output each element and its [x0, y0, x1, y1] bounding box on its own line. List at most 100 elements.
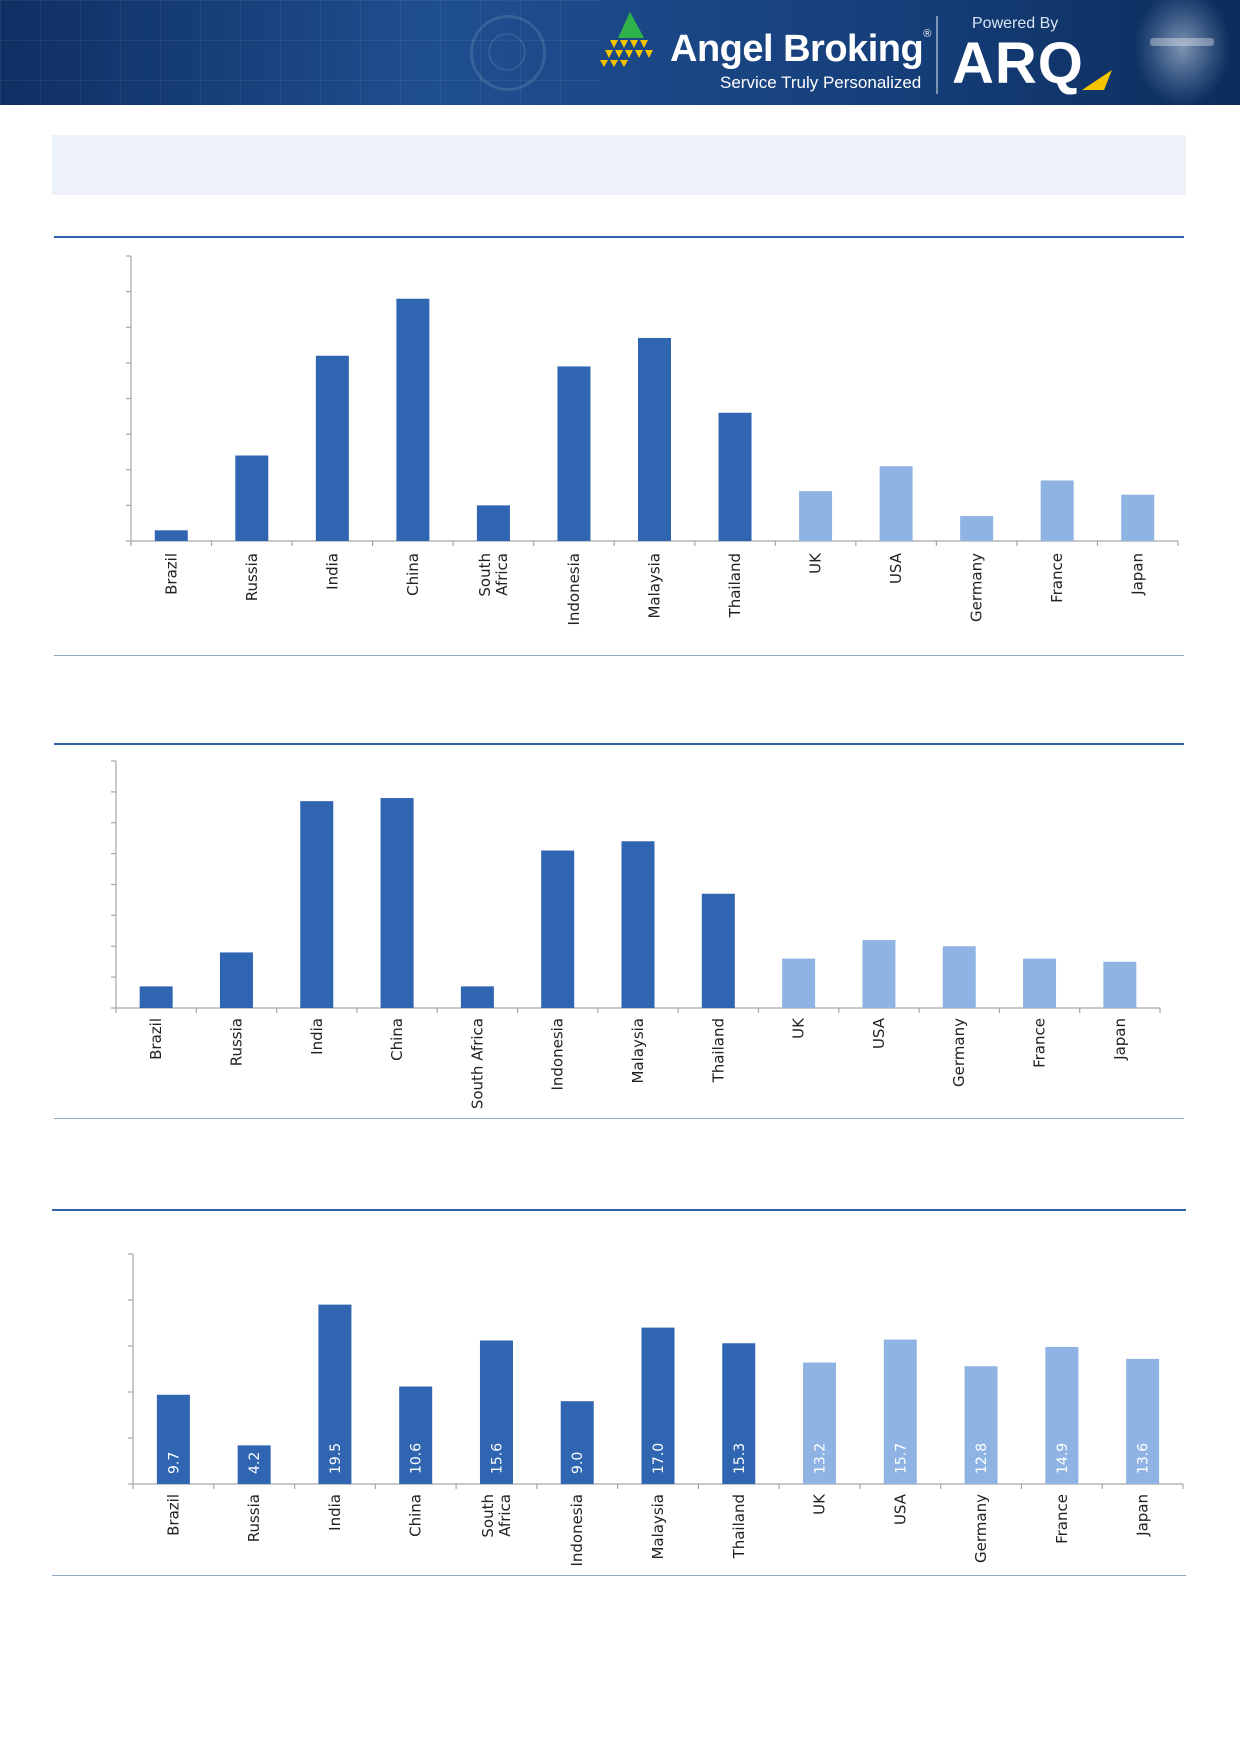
chart-2-bar-malaysia	[621, 841, 655, 1008]
chart-3-value-label: 15.3	[732, 1443, 748, 1474]
chart-3-category-label: Japan	[1134, 1494, 1152, 1537]
chart-2-category-label: India	[308, 1018, 326, 1055]
panel-1-top-rule	[54, 236, 1184, 238]
chart-3-category-label: Russia	[245, 1494, 263, 1542]
chart-3-value-label: 9.7	[166, 1452, 182, 1474]
chart-3-bar-malaysia	[641, 1327, 675, 1484]
chart-1-bar-thailand	[718, 412, 752, 541]
chart-3-value-label: 17.0	[651, 1443, 667, 1474]
header-target-decoration	[470, 15, 546, 91]
brand-name: Angel Broking®	[670, 28, 931, 70]
chart-1-bar-indonesia	[557, 366, 591, 541]
chart-2-category-label: Germany	[950, 1018, 968, 1087]
header-banner: Angel Broking® Service Truly Personalize…	[0, 0, 1240, 105]
chart-1-category-label: UK	[807, 552, 825, 574]
chart-3-category-label: India	[326, 1494, 344, 1531]
chart-1-bar-usa	[879, 466, 913, 541]
panel-2-bottom-rule	[54, 1118, 1184, 1119]
chart-2-bar-germany	[942, 946, 976, 1008]
panel-2-top-rule	[54, 743, 1184, 745]
chart-2-bar-france	[1023, 958, 1057, 1008]
arq-arrow-icon	[1082, 70, 1112, 90]
chart-2-bar-indonesia	[541, 850, 575, 1008]
chart-3-value-label: 13.2	[813, 1443, 829, 1474]
chart-3-value-label: 9.0	[570, 1452, 586, 1474]
chart-3-bar-china	[399, 1386, 433, 1484]
chart-2-bar-uk	[782, 958, 816, 1008]
chart-3-bar-thailand	[722, 1343, 756, 1484]
chart-3-category-label: Indonesia	[568, 1494, 586, 1567]
chart-1-category-label: Indonesia	[565, 553, 583, 626]
chart-1-bar-malaysia	[638, 337, 671, 541]
panel-3-bottom-rule	[52, 1575, 1186, 1576]
chart-2-bar-brazil	[139, 986, 173, 1008]
chart-3-category-label: Malaysia	[649, 1494, 667, 1560]
chart-3-bar-uk	[803, 1362, 837, 1484]
title-band	[52, 135, 1186, 195]
chart-3-category-label: Brazil	[164, 1494, 182, 1536]
robot-head-decoration	[1135, 0, 1230, 105]
chart-1-bar-russia	[235, 455, 269, 541]
chart-3-category-label: Africa	[496, 1494, 514, 1537]
chart-2-category-label: UK	[790, 1017, 808, 1039]
robot-visor-decoration	[1150, 38, 1214, 46]
chart-1-category-label: South	[476, 553, 494, 597]
chart-1-category-label: USA	[887, 552, 905, 584]
chart-1-bar-china	[396, 298, 430, 541]
chart-3-category-label: South	[479, 1494, 497, 1538]
chart-3-bar-japan	[1126, 1358, 1160, 1484]
chart-3-value-label: 4.2	[247, 1452, 263, 1474]
chart-3-bar-india	[318, 1304, 352, 1484]
chart-2-category-label: Japan	[1111, 1018, 1129, 1061]
chart-1-category-label: Japan	[1129, 553, 1147, 596]
chart-2-category-label: Indonesia	[549, 1018, 567, 1091]
chart-2-category-label: Russia	[227, 1018, 245, 1066]
chart-2-bar-china	[380, 798, 414, 1008]
chart-1-bar-france	[1040, 480, 1074, 541]
chart-3-bar-indonesia	[560, 1401, 594, 1484]
chart-3-value-label: 15.7	[893, 1443, 909, 1474]
chart-2-category-label: USA	[870, 1017, 888, 1049]
header-target-inner-decoration	[488, 33, 526, 71]
powered-by-label: Powered By	[972, 15, 1059, 32]
chart-3-category-label: China	[407, 1494, 425, 1537]
angel-logo-icon	[600, 12, 653, 67]
chart-3-value-label: 12.8	[974, 1443, 990, 1474]
chart-1-category-label: Russia	[243, 553, 261, 601]
chart-2-bar-india	[300, 801, 334, 1008]
chart-2-bar-japan	[1103, 961, 1137, 1008]
chart-2-category-label: Malaysia	[629, 1018, 647, 1084]
chart-2-category-label: China	[388, 1018, 406, 1061]
chart-2-bar-thailand	[701, 893, 735, 1008]
chart-3-value-label: 13.6	[1136, 1443, 1152, 1474]
chart-3-category-label: France	[1053, 1494, 1071, 1544]
chart-3-category-label: Thailand	[730, 1494, 748, 1559]
chart-1-bar-brazil	[154, 530, 188, 541]
chart-3-value-label: 19.5	[328, 1443, 344, 1474]
chart-1-bar-india	[315, 355, 349, 541]
chart-1-category-label: Brazil	[162, 553, 180, 595]
chart-1-category-label: Malaysia	[646, 553, 664, 619]
chart-2-bar-south-africa	[460, 986, 494, 1008]
chart-1-category-label: France	[1048, 553, 1066, 603]
chart-3-value-label: 15.6	[489, 1443, 505, 1474]
chart-2-bar-russia	[219, 952, 253, 1008]
chart-3-value-label: 10.6	[409, 1443, 425, 1474]
chart-3-category-label: Germany	[972, 1494, 990, 1563]
chart-3-category-label: USA	[891, 1493, 909, 1525]
panel-1-bottom-rule	[54, 655, 1184, 656]
chart-1-category-label: Germany	[968, 553, 986, 622]
chart-1-category-label: India	[323, 553, 341, 590]
chart-3-value-label: 14.9	[1055, 1443, 1071, 1474]
chart-1-bar-south-africa	[476, 505, 510, 541]
chart-2-category-label: Thailand	[709, 1018, 727, 1083]
registered-mark: ®	[923, 28, 931, 40]
chart-1-bar-japan	[1121, 494, 1155, 541]
chart-3-category-label: UK	[811, 1493, 829, 1515]
chart-2-category-label: Brazil	[147, 1018, 165, 1060]
brand-tagline: Service Truly Personalized	[720, 73, 922, 92]
chart-2-bar-usa	[862, 940, 896, 1008]
arq-logo: ARQ	[952, 31, 1084, 96]
chart-1-category-label: Africa	[493, 553, 511, 596]
brand-separator	[936, 16, 938, 94]
